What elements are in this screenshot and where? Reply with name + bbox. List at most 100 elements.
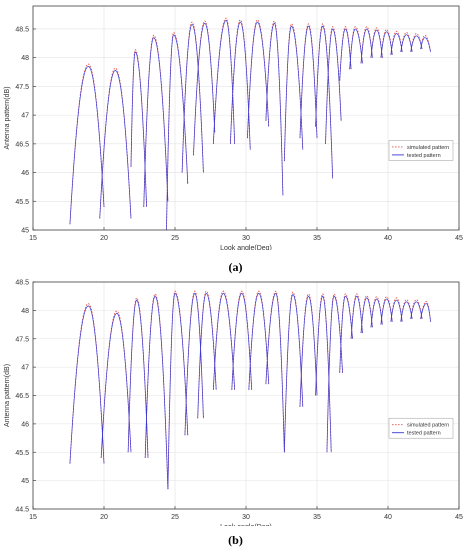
series-line [380, 298, 393, 325]
series-line [283, 293, 304, 453]
y-tick-label: 47 [21, 365, 29, 372]
y-tick-label: 46 [21, 170, 29, 177]
series-line [69, 63, 105, 225]
series-line [212, 19, 235, 144]
series-line [370, 298, 383, 328]
y-tick-label: 45 [21, 228, 29, 235]
series-line [360, 28, 373, 64]
chart-panel-b: 15 20 25 30 35 40 45 44.5 45 45.5 46 46.5 47 47.5 48 48… [0, 276, 471, 532]
series-line [130, 48, 148, 208]
series-line [390, 299, 403, 322]
x-tick-label: 45 [455, 235, 463, 242]
legend-box [388, 140, 454, 161]
x-tick-label: 15 [29, 514, 37, 521]
x-tick-label: 35 [313, 514, 321, 521]
series-line [315, 25, 333, 179]
y-tick-label: 45.5 [15, 199, 29, 206]
series-line [370, 29, 383, 58]
series-line [248, 292, 270, 390]
series-line [283, 291, 304, 453]
x-tick-label: 40 [384, 235, 392, 242]
x-tick-label: 35 [313, 235, 321, 242]
series-line [283, 25, 304, 162]
series-line [265, 292, 285, 453]
y-tick-label: 44.5 [15, 507, 29, 514]
series-line [69, 305, 105, 464]
series-line [99, 69, 132, 219]
series-line [370, 27, 383, 58]
x-tick-label: 20 [100, 514, 108, 521]
series-line [326, 295, 343, 453]
series-line [339, 295, 353, 373]
series-line [167, 292, 189, 490]
series-line [299, 295, 318, 407]
x-tick-label: 15 [29, 235, 37, 242]
series-line [400, 34, 413, 53]
chart-b-svg: 15 20 25 30 35 40 45 44.5 45 45.5 46 46.5 47 47.5 48 48… [4, 280, 463, 532]
series-line [247, 21, 270, 139]
x-tick-label: 25 [171, 235, 179, 242]
series-line [193, 22, 216, 156]
series-line [167, 290, 189, 490]
series-line [299, 25, 318, 139]
panel-label-a: (a) [228, 260, 243, 274]
y-tick-label: 48.5 [15, 280, 29, 287]
x-tick-label: 45 [455, 514, 463, 521]
legend-box [388, 417, 454, 439]
series-line [339, 28, 352, 81]
series-line [197, 292, 217, 419]
series-line [315, 293, 332, 453]
y-tick-label: 48.5 [15, 26, 29, 33]
series-line [325, 28, 342, 144]
x-tick-label: 30 [242, 235, 250, 242]
y-tick-label: 46.5 [15, 141, 29, 148]
series-line [143, 37, 169, 208]
series-line [420, 300, 432, 322]
series-line [230, 21, 251, 150]
y-axis-label: Antenna pattern(dB) [4, 364, 11, 427]
x-tick-label: 40 [384, 514, 392, 521]
series-line [69, 65, 105, 225]
y-tick-label: 46.5 [15, 393, 29, 400]
chart-a-svg: 15 20 25 30 35 40 45 45 45.5 46 46.5 47 47.5 48 48.5 Lo… [4, 5, 463, 252]
series-line [420, 37, 431, 53]
x-tick-label: 30 [242, 514, 250, 521]
y-tick-label: 47 [21, 113, 29, 120]
x-axis-label: Look angle(Deg) [220, 524, 272, 526]
series-line [315, 295, 332, 453]
series-line [181, 23, 204, 173]
y-tick-label: 47.5 [15, 84, 29, 91]
series-line [339, 26, 352, 81]
y-tick-label: 45 [21, 478, 29, 485]
y-tick-label: 48 [21, 308, 29, 315]
series-line [127, 299, 149, 458]
series-line [100, 312, 132, 458]
series-line [380, 31, 393, 58]
chart-panel-a: 15 20 25 30 35 40 45 45 45.5 46 46.5 47 47.5 48 48.5 Lo… [0, 0, 471, 255]
y-tick-label: 46 [21, 421, 29, 428]
series-line [231, 292, 253, 390]
y-tick-label: 47.5 [15, 336, 29, 343]
series-line [370, 296, 383, 328]
legend-label: tested pattern [407, 431, 441, 437]
y-axis-label: Antenna pattern(dB) [4, 86, 11, 149]
series-line [410, 301, 423, 319]
x-tick-label: 25 [171, 514, 179, 521]
series-line [360, 297, 373, 334]
series-line [166, 34, 189, 231]
series-line [349, 28, 363, 70]
series-line [144, 295, 169, 490]
legend-label: tested pattern [407, 153, 441, 159]
series-line [410, 35, 423, 53]
panel-label-b: (b) [228, 533, 243, 547]
series-line [420, 303, 431, 322]
series-line [193, 20, 216, 156]
x-axis-label: Look angle(Deg) [220, 245, 272, 250]
series-line [350, 295, 363, 339]
y-tick-label: 48 [21, 55, 29, 62]
legend-label: simulated pattern [407, 423, 449, 429]
x-tick-label: 20 [100, 235, 108, 242]
series-line [212, 292, 235, 390]
series-line [400, 301, 413, 322]
series-line [130, 51, 147, 208]
